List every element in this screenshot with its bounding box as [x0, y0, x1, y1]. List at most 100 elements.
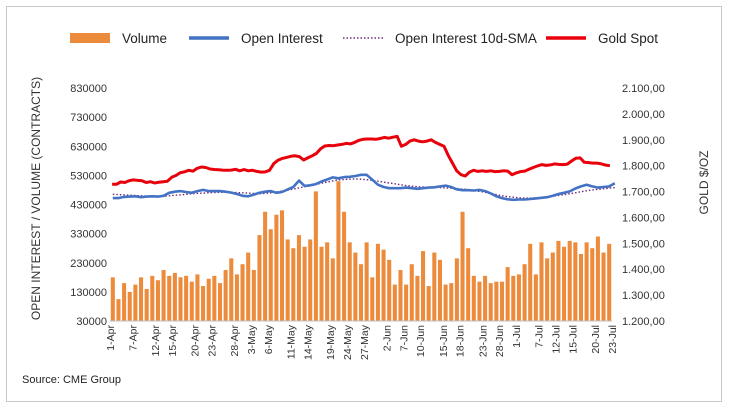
volume-bar — [528, 243, 533, 321]
volume-bar — [212, 275, 217, 321]
volume-bar — [432, 252, 437, 321]
volume-bar — [466, 248, 471, 321]
volume-bar — [426, 286, 431, 321]
x-tick-label: 20-Apr — [190, 324, 202, 356]
x-tick-label: 28-Jun — [494, 325, 506, 357]
volume-bar — [364, 242, 369, 321]
volume-bar — [155, 280, 160, 321]
volume-bar — [516, 274, 521, 321]
x-tick-label: 7-Apr — [128, 325, 140, 351]
x-tick-label: 12-Jul — [551, 325, 563, 354]
y-right-tick-label: 2.000,00 — [622, 109, 665, 121]
x-tick-label: 11-May — [286, 324, 298, 359]
x-tick-label: 19-May — [325, 324, 337, 360]
volume-bar — [127, 291, 132, 321]
volume-bar — [381, 249, 386, 321]
volume-bar — [398, 270, 403, 321]
volume-bar — [274, 214, 279, 321]
gold-spot-line — [112, 134, 611, 186]
y-left-tick-label: 30000 — [76, 316, 107, 328]
volume-bar — [347, 242, 352, 321]
x-tick-label: 3-May — [246, 324, 258, 354]
volume-bar — [567, 240, 572, 321]
volume-bar — [409, 264, 414, 321]
volume-bar — [195, 274, 200, 321]
volume-bar — [550, 252, 555, 321]
volume-bar — [505, 267, 510, 321]
volume-bar — [607, 243, 612, 321]
volume-bar — [217, 283, 223, 321]
volume-bar — [144, 288, 149, 321]
volume-bar — [562, 246, 567, 321]
volume-bar — [353, 252, 358, 321]
x-tick-label: 18-Jun — [455, 325, 467, 357]
volume-bar — [122, 283, 127, 321]
volume-bar — [494, 281, 499, 321]
volume-bar — [460, 211, 465, 321]
x-tick-label: 1-Apr — [105, 325, 117, 351]
volume-bar — [415, 275, 420, 321]
volume-bar — [206, 278, 211, 321]
volume-bar — [342, 211, 347, 321]
y-left-tick-label: 130000 — [70, 287, 107, 299]
volume-bar — [116, 299, 121, 321]
x-tick-label: 2-Jun — [381, 325, 393, 351]
volume-bar — [201, 286, 206, 321]
volume-bar — [138, 277, 144, 321]
volume-bar — [319, 246, 324, 321]
volume-bar — [133, 284, 138, 321]
legend-label: Open Interest 10d-SMA — [395, 31, 537, 46]
volume-bar — [454, 258, 459, 321]
volume-bar — [601, 252, 606, 321]
x-tick-label: 7-Jun — [398, 325, 410, 351]
y-right-tick-label: 1.200,00 — [622, 316, 665, 328]
volume-bar — [172, 272, 177, 321]
volume-bar — [251, 270, 256, 321]
volume-bar — [296, 235, 301, 321]
x-tick-label: 23-Jul — [607, 325, 619, 354]
volume-bar — [178, 277, 183, 321]
volume-bar — [189, 281, 194, 321]
volume-bar — [545, 258, 550, 321]
volume-bar — [387, 259, 392, 321]
volume-bar — [449, 283, 454, 321]
volume-bar — [291, 248, 296, 321]
y-left-tick-label: 630000 — [70, 141, 107, 153]
volume-bar — [234, 274, 239, 321]
x-tick-label: 15-Jun — [438, 325, 450, 357]
volume-bar — [421, 251, 426, 321]
volume-bar — [285, 239, 290, 321]
volume-bar — [522, 264, 527, 321]
volume-bar — [161, 270, 166, 321]
y-right-tick-label: 1.400,00 — [622, 264, 665, 276]
x-tick-label: 20-Jul — [590, 325, 602, 354]
volume-bar — [499, 281, 505, 321]
x-tick-label: 1-Jul — [511, 325, 523, 348]
volume-bar — [437, 259, 442, 321]
volume-bar — [404, 284, 409, 321]
volume-bar — [471, 275, 476, 321]
volume-bar — [308, 239, 313, 321]
volume-bar — [184, 275, 189, 321]
x-tick-label: 14-May — [302, 324, 314, 360]
y-right-tick-label: 1.300,00 — [622, 290, 665, 302]
source-note: Source: CME Group — [22, 374, 122, 386]
y-right-tick-label: 1.700,00 — [622, 187, 665, 199]
volume-bar — [590, 248, 595, 321]
y-left-tick-label: 730000 — [70, 112, 107, 124]
x-tick-label: 12-Apr — [150, 324, 162, 356]
y-left-tick-label: 330000 — [70, 229, 107, 241]
x-tick-label: 23-Jun — [477, 325, 489, 357]
volume-bar — [370, 277, 375, 321]
volume-bar — [223, 270, 228, 321]
y-left-tick-label: 230000 — [70, 258, 107, 270]
volume-bar — [110, 277, 115, 321]
oi-sma-line — [112, 178, 615, 199]
volume-bar — [595, 236, 600, 321]
y-right-tick-label: 1.500,00 — [622, 238, 665, 250]
volume-bar — [268, 229, 273, 321]
volume-bar — [229, 258, 234, 321]
volume-bar — [330, 258, 335, 321]
volume-bar — [392, 284, 397, 321]
